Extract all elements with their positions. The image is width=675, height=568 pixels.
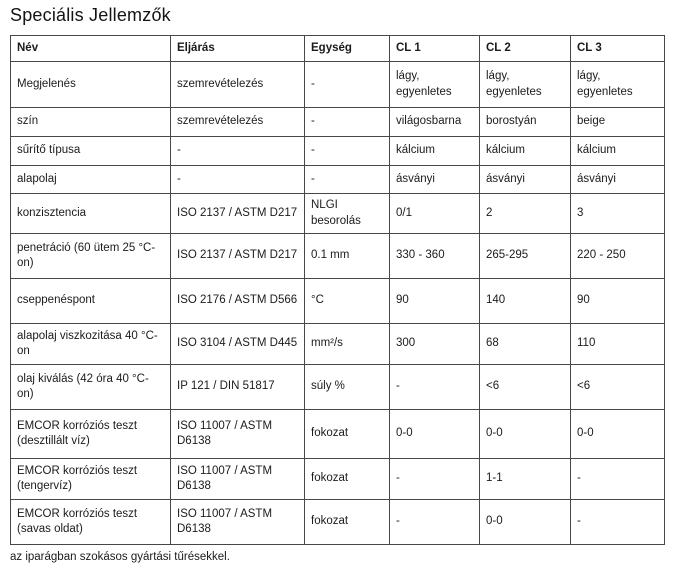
table-cell-eljaras: ISO 2176 / ASTM D566 xyxy=(170,278,305,324)
table-cell-cl1: - xyxy=(389,364,480,410)
table-cell-eljaras: - xyxy=(170,165,305,194)
table-row: Megjelenés szemrevételezés - lágy, egyenlet… xyxy=(10,61,665,108)
table-cell-eljaras: ISO 2137 / ASTM D217 xyxy=(170,193,305,234)
table-cell-nev: alapolaj viszkozitása 40 °C-on xyxy=(10,323,171,365)
table-cell-cl1: 90 xyxy=(389,278,480,324)
table-cell-cl2: lágy, egyenletes xyxy=(479,61,571,108)
table-cell-cl2: borostyán xyxy=(479,107,571,137)
table-cell-eljaras: szemrevételezés xyxy=(170,61,305,108)
table-cell-cl3: 0-0 xyxy=(570,409,665,459)
column-header-cl1: CL 1 xyxy=(389,35,480,62)
table-cell-cl3: - xyxy=(570,499,665,545)
table-cell-nev: konzisztencia xyxy=(10,193,171,234)
table-cell-cl3: ásványi xyxy=(570,165,665,194)
table-cell-cl2: <6 xyxy=(479,364,571,410)
table-cell-cl1: 0/1 xyxy=(389,193,480,234)
table-cell-cl2: 0-0 xyxy=(479,499,571,545)
table-cell-egyseg: - xyxy=(304,165,390,194)
table-cell-nev: alapolaj xyxy=(10,165,171,194)
column-header-eljaras: Eljárás xyxy=(170,35,305,62)
table-cell-cl1: világosbarna xyxy=(389,107,480,137)
table-row: szín szemrevételezés - világosbarna borostyá… xyxy=(10,107,665,137)
table-cell-cl3: - xyxy=(570,458,665,500)
table-cell-cl3: 220 - 250 xyxy=(570,233,665,279)
table-cell-cl3: kálcium xyxy=(570,136,665,166)
table-row: EMCOR korróziós teszt (desztillált víz) I… xyxy=(10,409,665,459)
table-row: EMCOR korróziós teszt (savas oldat) ISO 1… xyxy=(10,499,665,545)
table-cell-eljaras: ISO 11007 / ASTM D6138 xyxy=(170,458,305,500)
table-cell-egyseg: 0.1 mm xyxy=(304,233,390,279)
table-cell-cl1: lágy, egyenletes xyxy=(389,61,480,108)
table-cell-nev: EMCOR korróziós teszt (desztillált víz) xyxy=(10,409,171,459)
table-cell-nev: olaj kiválás (42 óra 40 °C-on) xyxy=(10,364,171,410)
table-cell-cl1: - xyxy=(389,499,480,545)
table-cell-cl3: beige xyxy=(570,107,665,137)
page-title: Speciális Jellemzők xyxy=(10,5,171,25)
table-cell-cl1: kálcium xyxy=(389,136,480,166)
table-cell-cl2: ásványi xyxy=(479,165,571,194)
table-cell-eljaras: ISO 11007 / ASTM D6138 xyxy=(170,409,305,459)
column-header-cl2: CL 2 xyxy=(479,35,571,62)
table-row: EMCOR korróziós teszt (tengervíz) ISO 110… xyxy=(10,458,665,500)
table-cell-egyseg: mm²/s xyxy=(304,323,390,365)
table-cell-nev: szín xyxy=(10,107,171,137)
table-cell-eljaras: szemrevételezés xyxy=(170,107,305,137)
table-cell-cl3: 3 xyxy=(570,193,665,234)
column-header-nev: Név xyxy=(10,35,171,62)
table-cell-nev: EMCOR korróziós teszt (savas oldat) xyxy=(10,499,171,545)
table-cell-cl2: 140 xyxy=(479,278,571,324)
table-cell-cl1: 330 - 360 xyxy=(389,233,480,279)
table-row: penetráció (60 ütem 25 °C-on) ISO 2137 / … xyxy=(10,233,665,279)
table-cell-eljaras: - xyxy=(170,136,305,166)
table-row: cseppenéspont ISO 2176 / ASTM D566 °C 90 140… xyxy=(10,278,665,324)
table-cell-cl1: ásványi xyxy=(389,165,480,194)
table-cell-cl3: 90 xyxy=(570,278,665,324)
table-cell-cl2: 1-1 xyxy=(479,458,571,500)
table-cell-cl2: 68 xyxy=(479,323,571,365)
table-row: sűrítő típusa - - kálcium kálcium kálcium xyxy=(10,136,665,166)
table-cell-egyseg: fokozat xyxy=(304,458,390,500)
column-header-egyseg: Egység xyxy=(304,35,390,62)
table-cell-cl2: 0-0 xyxy=(479,409,571,459)
table-row: konzisztencia ISO 2137 / ASTM D217 NLGI be… xyxy=(10,193,665,234)
table-cell-cl1: - xyxy=(389,458,480,500)
table-cell-cl3: lágy, egyenletes xyxy=(570,61,665,108)
table-cell-egyseg: NLGI besorolás xyxy=(304,193,390,234)
column-header-cl3: CL 3 xyxy=(570,35,665,62)
table-cell-egyseg: °C xyxy=(304,278,390,324)
table-cell-egyseg: fokozat xyxy=(304,409,390,459)
table-cell-nev: EMCOR korróziós teszt (tengervíz) xyxy=(10,458,171,500)
table-cell-nev: penetráció (60 ütem 25 °C-on) xyxy=(10,233,171,279)
table-header-row: Név Eljárás Egység CL 1 CL 2 CL 3 xyxy=(10,35,665,62)
table-cell-egyseg: fokozat xyxy=(304,499,390,545)
table-row: olaj kiválás (42 óra 40 °C-on) IP 121 / D… xyxy=(10,364,665,410)
table-cell-nev: cseppenéspont xyxy=(10,278,171,324)
table-cell-eljaras: IP 121 / DIN 51817 xyxy=(170,364,305,410)
table-row: alapolaj viszkozitása 40 °C-on ISO 3104 /… xyxy=(10,323,665,365)
table-cell-eljaras: ISO 3104 / ASTM D445 xyxy=(170,323,305,365)
table-cell-cl3: <6 xyxy=(570,364,665,410)
table-cell-cl1: 300 xyxy=(389,323,480,365)
table-cell-nev: Megjelenés xyxy=(10,61,171,108)
table-cell-egyseg: - xyxy=(304,61,390,108)
table-cell-egyseg: - xyxy=(304,107,390,137)
table-cell-egyseg: - xyxy=(304,136,390,166)
table-cell-cl2: 265-295 xyxy=(479,233,571,279)
table-cell-cl1: 0-0 xyxy=(389,409,480,459)
special-characteristics-table: Név Eljárás Egység CL 1 CL 2 CL 3 Megjel… xyxy=(10,35,665,545)
table-cell-cl2: 2 xyxy=(479,193,571,234)
table-cell-nev: sűrítő típusa xyxy=(10,136,171,166)
table-cell-eljaras: ISO 11007 / ASTM D6138 xyxy=(170,499,305,545)
table-cell-eljaras: ISO 2137 / ASTM D217 xyxy=(170,233,305,279)
table-row: alapolaj - - ásványi ásványi ásványi xyxy=(10,165,665,194)
table-cell-cl2: kálcium xyxy=(479,136,571,166)
table-cell-egyseg: súly % xyxy=(304,364,390,410)
table-body: Megjelenés szemrevételezés - lágy, egyenlet… xyxy=(10,61,665,545)
footnote: az iparágban szokásos gyártási tűrésekke… xyxy=(10,551,230,563)
table-cell-cl3: 110 xyxy=(570,323,665,365)
